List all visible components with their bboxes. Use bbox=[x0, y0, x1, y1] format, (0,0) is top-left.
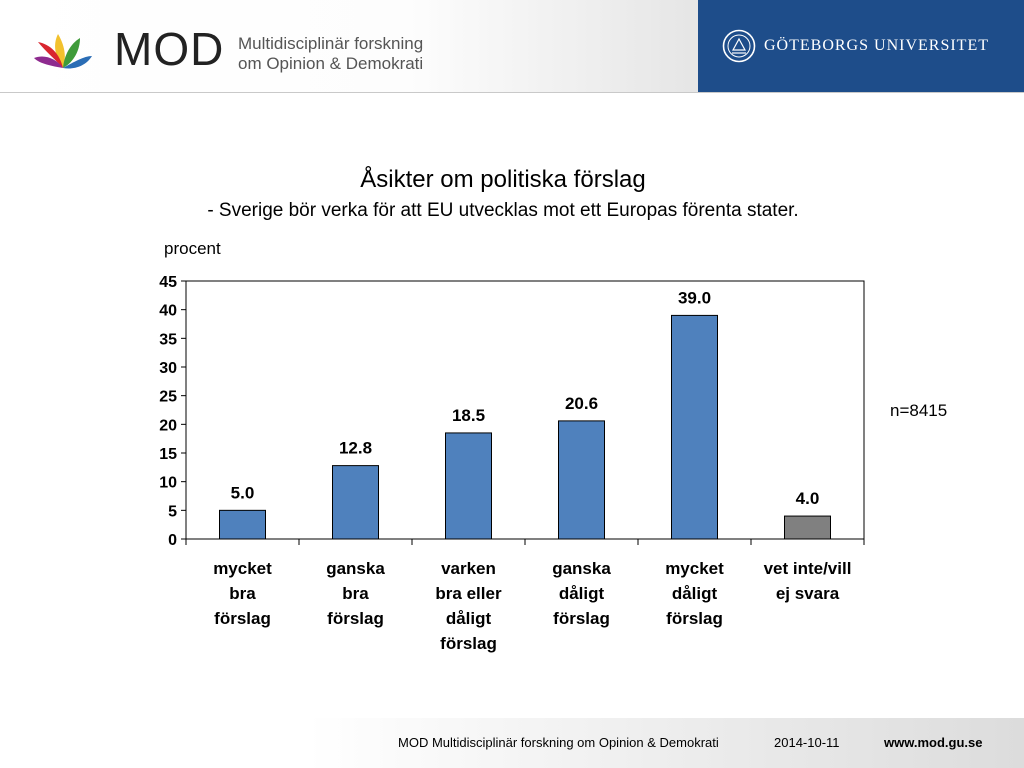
x-category-label-line: mycket bbox=[213, 559, 272, 578]
x-category-label: mycket dåligt förslag bbox=[640, 556, 750, 631]
footer-date: 2014-10-11 bbox=[774, 735, 840, 750]
data-label: 20.6 bbox=[565, 394, 598, 413]
chart-title: Åsikter om politiska förslag bbox=[360, 166, 646, 193]
x-category-label: vet inte/vill ej svara bbox=[753, 556, 863, 606]
bar bbox=[219, 509, 266, 540]
y-tick-label: 35 bbox=[159, 331, 177, 348]
university-panel: GÖTEBORGS UNIVERSITET bbox=[698, 0, 1024, 92]
bar bbox=[332, 465, 379, 540]
y-tick-label: 40 bbox=[159, 303, 177, 320]
plot-area-frame bbox=[185, 280, 865, 540]
x-category-label-line: varken bbox=[441, 559, 496, 578]
y-axis-label: procent bbox=[164, 239, 221, 258]
data-label: 18.5 bbox=[452, 406, 485, 425]
x-category-label-line: ej svara bbox=[775, 584, 840, 603]
tagline-line-1: Multidisciplinär forskning bbox=[238, 34, 424, 53]
y-tick-label: 10 bbox=[159, 475, 177, 492]
mod-logo-tagline: Multidisciplinär forskning om Opinion & … bbox=[238, 34, 423, 74]
x-category-label-line: dåligt bbox=[558, 584, 605, 603]
y-tick-label: 15 bbox=[159, 446, 177, 463]
x-category-label-line: vet inte/vill bbox=[763, 559, 852, 578]
x-category-label: mycket bra förslag bbox=[188, 556, 298, 631]
bar bbox=[671, 314, 718, 540]
mod-logo-text: MOD bbox=[114, 23, 225, 75]
x-category-label-line: dåligt bbox=[445, 609, 492, 628]
x-category-label-line: förslag bbox=[327, 609, 384, 628]
y-tick-label: 25 bbox=[159, 389, 177, 406]
sample-size-annotation: n=8415 bbox=[890, 401, 948, 420]
chart-subtitle: - Sverige bör verka för att EU utvecklas… bbox=[207, 200, 799, 221]
footer-organization: MOD Multidisciplinär forskning om Opinio… bbox=[398, 735, 719, 750]
x-category-label: ganska bra förslag bbox=[301, 556, 411, 631]
x-category-label-line: ganska bbox=[552, 559, 611, 578]
x-category-label-line: bra bbox=[342, 584, 369, 603]
bar bbox=[784, 515, 831, 540]
x-category-label-line: mycket bbox=[665, 559, 724, 578]
header-banner: MOD Multidisciplinär forskning om Opinio… bbox=[0, 0, 1024, 93]
x-category-label-line: bra eller bbox=[435, 584, 502, 603]
footer-bar bbox=[0, 718, 1024, 768]
y-tick-label: 30 bbox=[159, 360, 177, 377]
y-tick-label: 5 bbox=[168, 503, 177, 520]
data-label: 5.0 bbox=[231, 483, 255, 502]
x-category-label: ganska dåligt förslag bbox=[527, 556, 637, 631]
data-label: 12.8 bbox=[339, 439, 372, 458]
university-seal-icon bbox=[722, 29, 756, 63]
y-tick-label: 20 bbox=[159, 417, 177, 434]
mod-flower-logo-icon bbox=[34, 34, 92, 69]
x-category-label-line: bra bbox=[229, 584, 256, 603]
y-tick-label: 0 bbox=[168, 532, 177, 549]
data-label: 39.0 bbox=[678, 288, 711, 307]
x-category-label-line: förslag bbox=[553, 609, 610, 628]
footer-url: www.mod.gu.se bbox=[884, 735, 983, 750]
y-tick-label: 45 bbox=[159, 274, 177, 291]
data-label: 4.0 bbox=[796, 489, 820, 508]
x-category-label-line: förslag bbox=[666, 609, 723, 628]
x-category-label-line: förslag bbox=[440, 634, 497, 653]
bar bbox=[558, 420, 605, 540]
x-category-label-line: ganska bbox=[326, 559, 385, 578]
university-name: GÖTEBORGS UNIVERSITET bbox=[764, 37, 989, 54]
bar bbox=[445, 432, 492, 540]
x-category-label: varken bra eller dåligt förslag bbox=[414, 556, 524, 656]
x-category-label-line: förslag bbox=[214, 609, 271, 628]
x-category-label-line: dåligt bbox=[671, 584, 718, 603]
tagline-line-2: om Opinion & Demokrati bbox=[238, 54, 424, 73]
